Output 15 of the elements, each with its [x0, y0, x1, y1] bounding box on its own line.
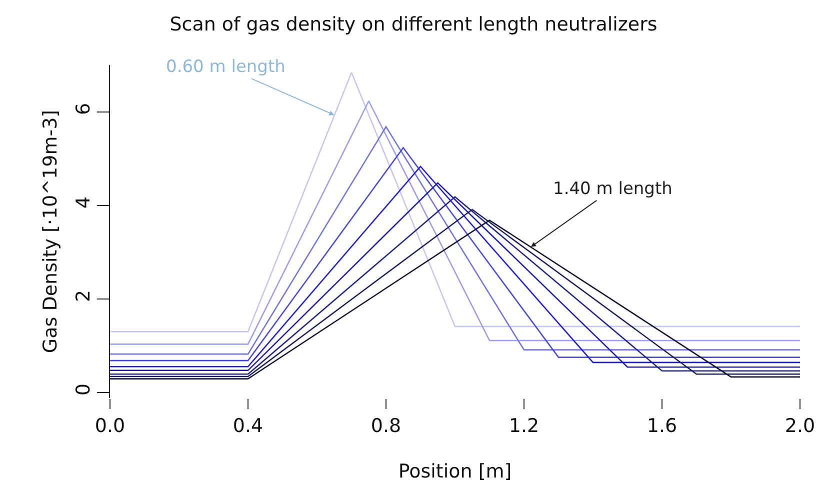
annotation: 0.60 m length	[166, 57, 286, 77]
y-tick-label: 6	[72, 102, 94, 115]
x-tick-label: 0.8	[370, 414, 402, 437]
x-tick-label: 1.6	[646, 414, 678, 437]
chart-title: Scan of gas density on different length neutralizers	[170, 13, 658, 36]
x-axis-title: Position [m]	[398, 460, 512, 483]
x-tick-label: 1.2	[508, 414, 540, 437]
y-tick-label: 0	[72, 383, 94, 396]
y-tick-label: 2	[72, 290, 94, 302]
y-axis-title: Gas Density [·10^19m-3]	[39, 110, 62, 354]
x-tick-label: 0.0	[94, 414, 126, 437]
x-tick-label: 2.0	[784, 414, 816, 437]
x-tick-label: 0.4	[232, 414, 264, 437]
y-tick-label: 4	[72, 196, 94, 209]
annotation: 1.40 m length	[553, 179, 672, 199]
